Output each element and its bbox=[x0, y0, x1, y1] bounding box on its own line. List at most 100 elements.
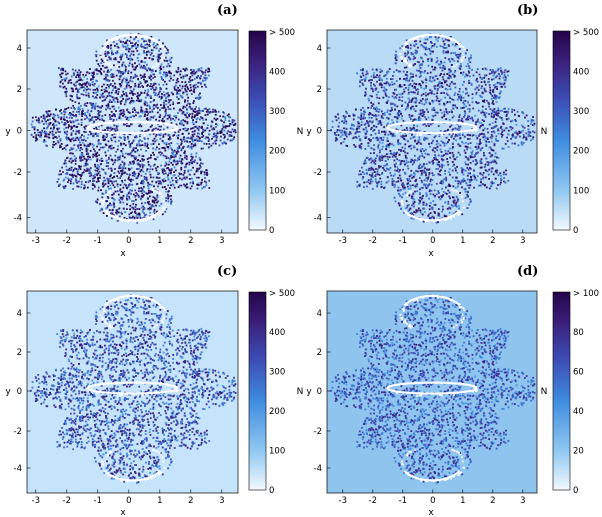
density-point bbox=[490, 133, 493, 136]
density-point bbox=[124, 211, 127, 213]
density-point bbox=[129, 59, 132, 62]
density-point bbox=[420, 75, 422, 77]
density-point bbox=[378, 83, 381, 85]
density-point bbox=[151, 180, 154, 183]
density-point bbox=[403, 129, 406, 131]
density-point bbox=[198, 68, 200, 70]
density-point bbox=[429, 57, 432, 60]
density-point bbox=[129, 145, 132, 148]
density-point bbox=[98, 165, 101, 168]
density-point bbox=[86, 153, 89, 155]
density-point bbox=[178, 102, 181, 104]
density-point bbox=[155, 167, 157, 170]
density-point bbox=[136, 75, 138, 77]
density-point bbox=[48, 123, 51, 126]
density-point bbox=[185, 90, 188, 93]
density-point bbox=[105, 77, 107, 80]
density-point bbox=[130, 178, 133, 181]
x-tick-label: 1 bbox=[157, 236, 162, 246]
density-point bbox=[128, 40, 131, 42]
density-point bbox=[159, 153, 162, 156]
density-point bbox=[186, 74, 188, 77]
density-point bbox=[166, 117, 169, 120]
density-point bbox=[179, 73, 182, 76]
density-point bbox=[142, 181, 145, 184]
density-point bbox=[146, 168, 149, 170]
density-point bbox=[161, 139, 164, 142]
density-point bbox=[479, 166, 482, 169]
density-point bbox=[385, 116, 388, 119]
density-point bbox=[70, 128, 73, 131]
density-point bbox=[116, 210, 119, 213]
density-point bbox=[165, 96, 167, 99]
density-point bbox=[111, 105, 114, 108]
density-point bbox=[202, 71, 204, 74]
density-point bbox=[97, 115, 99, 118]
density-point bbox=[140, 98, 143, 101]
density-point bbox=[207, 74, 210, 77]
density-point bbox=[110, 137, 112, 140]
density-point bbox=[387, 83, 390, 86]
density-point bbox=[114, 190, 117, 193]
density-point bbox=[36, 129, 39, 131]
density-point bbox=[143, 51, 145, 54]
density-point bbox=[155, 106, 158, 108]
density-point bbox=[147, 202, 150, 205]
density-point bbox=[109, 57, 112, 60]
density-point bbox=[94, 200, 97, 203]
density-point bbox=[86, 169, 89, 172]
density-point bbox=[397, 168, 399, 171]
density-point bbox=[107, 103, 110, 106]
density-point bbox=[136, 95, 138, 98]
density-point bbox=[51, 132, 54, 135]
density-point bbox=[131, 206, 134, 209]
density-point bbox=[419, 170, 422, 172]
density-point bbox=[476, 128, 478, 131]
density-point bbox=[161, 96, 163, 99]
y-tick-label: 2 bbox=[17, 85, 22, 95]
density-point bbox=[197, 112, 199, 115]
density-point bbox=[111, 134, 114, 136]
density-point bbox=[94, 104, 97, 107]
density-point bbox=[469, 201, 472, 204]
density-point bbox=[52, 137, 55, 140]
density-point bbox=[75, 119, 77, 122]
density-point bbox=[176, 77, 179, 80]
density-point bbox=[443, 110, 446, 113]
density-point bbox=[173, 171, 175, 173]
density-point bbox=[131, 80, 134, 83]
density-point bbox=[65, 162, 67, 165]
density-point bbox=[165, 143, 168, 146]
density-point bbox=[65, 116, 68, 119]
density-point bbox=[424, 70, 426, 72]
density-point bbox=[48, 133, 51, 136]
density-point bbox=[63, 147, 66, 149]
density-point bbox=[110, 118, 113, 120]
density-point bbox=[68, 124, 70, 126]
density-point bbox=[129, 77, 132, 80]
density-point bbox=[507, 133, 510, 136]
density-point bbox=[114, 136, 117, 139]
density-point bbox=[198, 109, 201, 112]
density-point bbox=[386, 109, 389, 112]
density-point bbox=[118, 71, 120, 74]
density-point bbox=[158, 177, 161, 179]
density-point bbox=[130, 167, 133, 169]
density-point bbox=[65, 122, 67, 125]
density-point bbox=[74, 175, 77, 177]
density-point bbox=[380, 180, 383, 183]
density-point bbox=[210, 124, 213, 127]
density-point bbox=[71, 138, 73, 141]
density-point bbox=[180, 162, 183, 164]
density-point bbox=[454, 127, 457, 130]
density-point bbox=[184, 166, 187, 169]
density-point bbox=[198, 98, 200, 100]
density-point bbox=[78, 107, 81, 109]
density-point bbox=[424, 42, 427, 45]
density-point bbox=[76, 93, 78, 96]
density-point bbox=[92, 104, 95, 107]
density-point bbox=[64, 132, 67, 135]
density-point bbox=[107, 46, 110, 49]
density-point bbox=[484, 75, 486, 77]
density-point bbox=[64, 108, 66, 111]
